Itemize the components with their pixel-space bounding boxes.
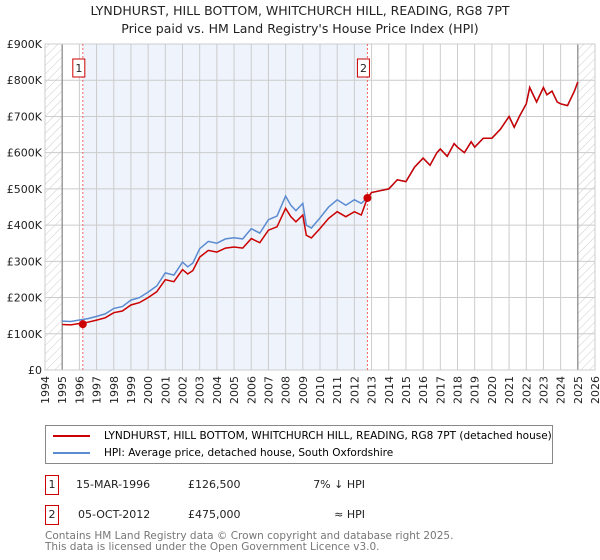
x-tick-label: 1996 [73,376,86,404]
legend-label-property: LYNDHURST, HILL BOTTOM, WHITCHURCH HILL,… [104,430,552,442]
x-tick-label: 2020 [486,376,499,404]
x-tick-label: 2007 [262,376,275,404]
sale-point [78,320,87,329]
no-data-hatch-right [577,44,595,370]
x-tick-label: 1994 [39,376,52,404]
legend-label-hpi: HPI: Average price, detached house, Sout… [104,447,394,459]
plot-frame [44,43,596,371]
footer-line-2: This data is licensed under the Open Gov… [45,541,380,553]
x-tick-label: 2025 [572,376,585,404]
x-tick-label: 2015 [400,376,413,404]
x-tick-label: 2026 [589,376,600,404]
x-tick-label: 2016 [417,376,430,404]
plot-area: 1994 1995 1996 1997 1998 1999 2000 2001 2002 2003… [7,38,600,404]
transaction-price: £126,500 [188,478,241,491]
legend-swatch-hpi [53,452,90,454]
y-tick-label: £100K [7,328,43,341]
x-tick-label: 2018 [452,376,465,404]
x-tick-label: 2002 [177,376,190,404]
y-tick-label: £400K [7,219,43,232]
x-tick-label: 2004 [211,376,224,404]
transaction-hpi-relation: 7% ↓ HPI [313,478,365,491]
x-tick-label: 2012 [348,376,361,404]
transaction-hpi-relation: ≈ HPI [334,508,365,521]
transaction-date: 15-MAR-1996 [76,478,151,491]
transaction-badge: 1 [45,475,59,495]
x-tick-label: 2024 [555,376,568,404]
y-tick-label: £800K [7,74,43,87]
chart-subtitle: Price paid vs. HM Land Registry's House … [121,21,479,36]
footer-line-1: Contains HM Land Registry data © Crown c… [45,530,454,542]
ownership-shaded-region [82,44,368,370]
y-tick-label: £900K [7,38,43,51]
transaction-badge: 2 [45,505,59,525]
x-tick-label: 2010 [314,376,327,404]
x-tick-label: 1999 [125,376,138,404]
x-tick-label: 1995 [56,376,69,404]
chart-title: LYNDHURST, HILL BOTTOM, WHITCHURCH HILL,… [90,3,510,18]
legend: LYNDHURST, HILL BOTTOM, WHITCHURCH HILL,… [45,425,553,464]
y-tick-label: £300K [7,255,43,268]
x-tick-label: 2014 [383,376,396,404]
x-tick-label: 2009 [297,376,310,404]
x-tick-label: 2017 [434,376,447,404]
y-tick-label: £500K [7,183,43,196]
x-tick-label: 1998 [108,376,121,404]
sale-label: 1 [75,62,82,75]
no-data-hatch-left [45,44,63,370]
transaction-price: £475,000 [188,508,241,521]
y-tick-label: £600K [7,147,43,160]
sale-label-box [72,58,86,78]
sale-label-box [356,58,370,78]
x-tick-label: 2000 [142,376,155,404]
x-tick-label: 2005 [228,376,241,404]
footer-notice: Contains HM Land Registry data © Crown c… [45,531,453,553]
x-tick-label: 2008 [280,376,293,404]
y-tick-label: £200K [7,292,43,305]
x-tick-label: 2013 [366,376,379,404]
x-tick-label: 2001 [159,376,172,404]
legend-swatch-property [53,435,90,437]
y-tick-label: £0 [28,364,42,377]
x-tick-label: 2022 [520,376,533,404]
sale-label: 2 [360,62,367,75]
y-tick-label: £700K [7,110,43,123]
x-tick-label: 2003 [194,376,207,404]
x-tick-label: 2011 [331,376,344,404]
transaction-date: 05-OCT-2012 [78,508,151,521]
x-tick-label: 2006 [245,376,258,404]
property-series-line [62,81,579,326]
x-tick-label: 1997 [91,376,104,404]
x-tick-label: 2019 [469,376,482,404]
x-tick-label: 2023 [537,376,550,404]
x-tick-label: 2021 [503,376,516,404]
sale-point [363,193,372,202]
